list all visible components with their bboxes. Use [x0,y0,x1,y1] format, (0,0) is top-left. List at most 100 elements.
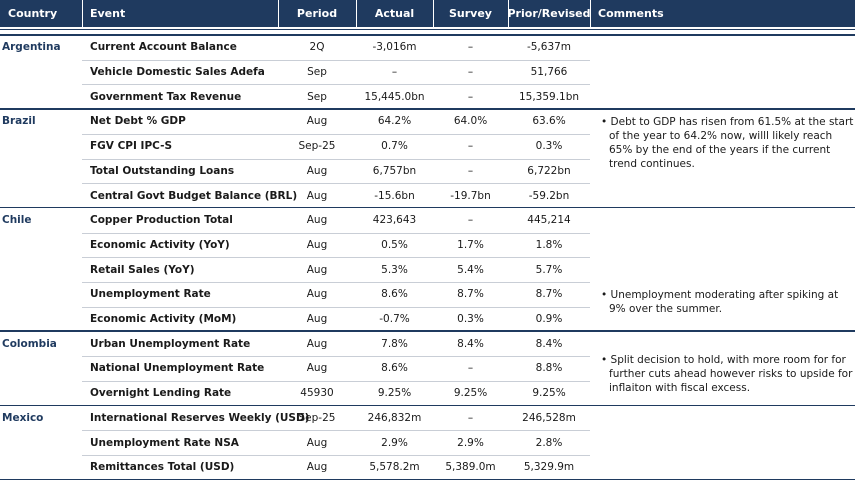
header-cell: Survey [449,7,492,20]
header-cell: Comments [598,7,664,20]
value-cell: Aug [306,337,328,350]
value-cell: 8.7% [535,288,563,301]
value-cell: – [467,362,474,375]
event: Urban Unemployment Rate [90,337,251,350]
row-rule [82,59,590,61]
value-cell: Sep [307,90,327,103]
row-rule [82,430,590,432]
value-cell: – [467,66,474,79]
event: National Unemployment Rate [90,362,265,375]
country: Brazil [2,115,36,128]
header-cell: Actual [374,7,415,20]
value-cell: 64.0% [453,115,488,128]
row-rule [82,84,590,86]
value-cell: 2Q [309,41,325,54]
value-cell: 8.7% [457,288,484,301]
value-cell: 6,722bn [527,164,571,177]
value-cell: Aug [306,238,328,251]
value-cell: Aug [306,115,328,128]
value-cell: Aug [306,263,328,276]
value-cell: Aug [306,436,328,449]
value-cell: 8.6% [381,288,408,301]
value-cell: Aug [306,214,328,227]
value-cell: 2.9% [457,436,484,449]
value-cell: 8.8% [535,362,563,375]
value-cell: – [467,140,474,153]
value-cell: Aug [306,313,328,326]
value-cell: Aug [306,362,328,375]
header-rule [0,29,855,30]
group-rule [0,404,855,406]
value-cell: -15.6bn [374,189,415,202]
value-cell: 5.4% [457,263,484,276]
value-cell: 8.4% [457,337,484,350]
value-cell: -0.7% [379,313,410,326]
row-rule [82,232,590,234]
value-cell: 51,766 [530,66,568,79]
group-rule [0,108,855,110]
event: Total Outstanding Loans [90,164,235,177]
value-cell: – [467,90,474,103]
value-cell: 246,528m [522,411,576,424]
value-cell: Aug [306,461,328,474]
value-cell: Aug [306,164,328,177]
value-cell: 9.25% [532,387,566,400]
header-cell: Event [90,7,126,20]
value-cell: 2.8% [535,436,563,449]
value-cell: 2.9% [381,436,408,449]
value-cell: Aug [306,288,328,301]
row-rule [82,183,590,185]
value-cell: 5,329.9m [523,461,575,474]
value-cell: Sep-25 [298,140,336,153]
group-rule [0,206,855,209]
value-cell: 1.8% [535,238,563,251]
group-rule [0,330,855,332]
header-divider [433,0,434,27]
event: Retail Sales (YoY) [90,263,195,276]
header-divider [508,0,509,27]
group-rule [0,34,855,36]
row-rule [82,158,590,160]
value-cell: 8.6% [381,362,408,375]
header-divider [356,0,357,27]
event: Copper Production Total [90,214,233,227]
value-cell: – [391,66,398,79]
event: International Reserves Weekly (USD) [90,411,310,424]
value-cell: – [467,214,474,227]
event: Central Govt Budget Balance (BRL) [90,189,298,202]
value-cell: 45930 [300,387,334,400]
value-cell: -5,637m [526,41,572,54]
header-cell: Prior/Revised [507,7,591,20]
comment: • Debt to GDP has risen from 61.5% at th… [601,116,854,171]
event: Overnight Lending Rate [90,387,232,400]
country: Colombia [2,337,57,350]
country: Mexico [2,411,44,424]
value-cell: 9.25% [377,387,412,400]
value-cell: -3,016m [372,41,417,54]
value-cell: 0.5% [381,238,408,251]
value-cell: 6,757bn [372,164,417,177]
value-cell: 15,359.1bn [518,90,580,103]
header-divider [278,0,279,27]
value-cell: 7.8% [381,337,408,350]
value-cell: 9.25% [453,387,488,400]
row-rule [82,257,590,259]
value-cell: -19.7bn [450,189,491,202]
event: Vehicle Domestic Sales Adefa [90,66,265,79]
value-cell: 0.9% [535,313,563,326]
header-cell: Period [296,7,338,20]
value-cell: 1.7% [457,238,484,251]
event: Remittances Total (USD) [90,461,235,474]
value-cell: 246,832m [367,411,422,424]
event: Economic Activity (YoY) [90,238,230,251]
comment: • Split decision to hold, with more room… [601,354,853,395]
value-cell: 8.4% [535,337,563,350]
country: Argentina [2,41,61,54]
header-divider [82,0,83,27]
row-rule [82,380,590,382]
event: FGV CPI IPC-S [90,140,173,153]
event: Current Account Balance [90,41,237,54]
bottom-rule [0,478,855,480]
value-cell: 5,578.2m [369,461,420,474]
